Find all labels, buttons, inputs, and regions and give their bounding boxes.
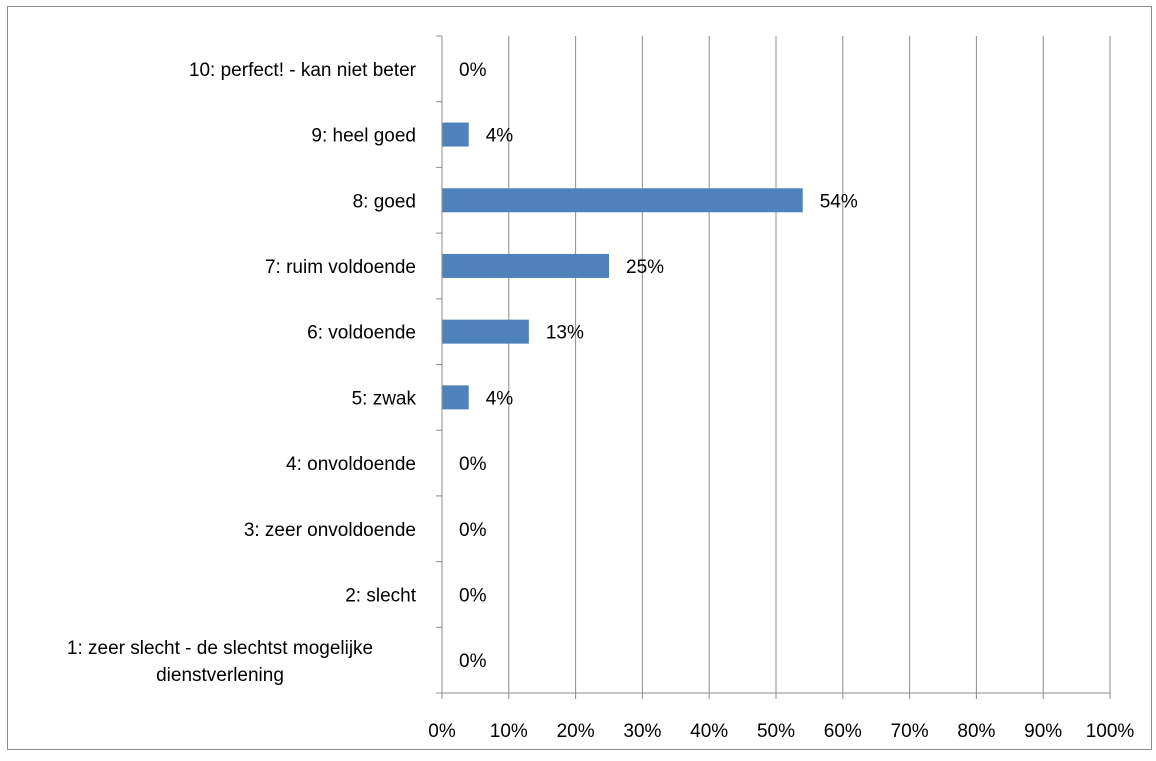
bar [442,319,529,344]
category-label: 4: onvoldoende [286,454,416,475]
data-label: 0% [459,520,487,541]
category-label: 2: slecht [345,585,416,606]
category-label: 6: voldoende [307,323,416,344]
bars [442,122,803,410]
x-tick-label: 60% [824,721,862,742]
bar [442,122,469,147]
bar [442,385,469,410]
data-label: 0% [459,585,487,606]
category-label: 10: perfect! - kan niet beter [189,60,417,81]
bar [442,188,803,213]
x-tick-label: 20% [557,721,595,742]
x-tick-label: 0% [428,721,456,742]
data-label: 0% [459,60,487,81]
x-tick-label: 100% [1086,721,1135,742]
data-label: 4% [486,126,514,147]
labels: 0% 10% 20% 30% 40% 50% 60% 70% 80% 90% 100% 0% 1: ze… [67,60,1135,742]
x-tick-label: 90% [1024,721,1062,742]
category-label: 3: zeer onvoldoende [244,520,416,541]
data-label: 0% [459,454,487,475]
x-tick-label: 80% [957,721,995,742]
category-label: 7: ruim voldoende [265,257,416,278]
x-tick-label: 30% [623,721,661,742]
category-label: 9: heel goed [311,126,416,147]
category-label-line: 1: zeer slecht - de slechtst mogelijke [67,638,373,659]
x-tick-label: 40% [690,721,728,742]
category-label: 1: zeer slecht - de slechtst mogelijke di… [67,638,373,686]
data-label: 13% [546,323,584,344]
category-label: 8: goed [353,191,416,212]
chart-area [7,6,1152,750]
x-tick-label: 10% [490,721,528,742]
data-label: 25% [626,257,664,278]
x-tick-label: 50% [757,721,795,742]
x-tick-label: 70% [891,721,929,742]
data-label: 54% [820,191,858,212]
gridlines [508,36,1111,693]
category-label: 5: zwak [352,388,417,409]
data-label: 4% [486,388,514,409]
category-label-line: dienstverlening [156,665,284,686]
axes [436,35,1111,699]
data-label: 0% [459,651,487,672]
bar [442,253,609,278]
